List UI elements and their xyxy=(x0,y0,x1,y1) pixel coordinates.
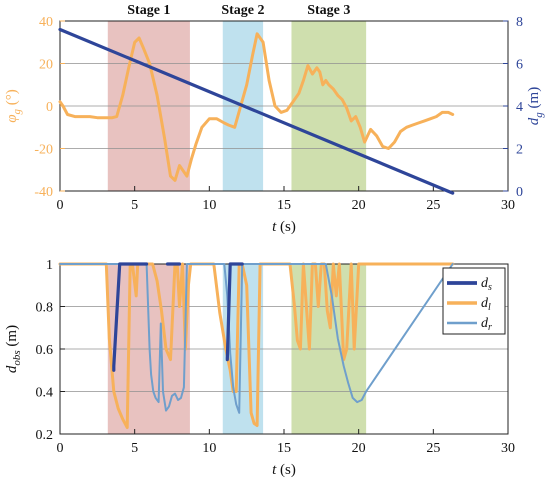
y-tick-label: 0.6 xyxy=(36,343,54,358)
legend: ds dl dr xyxy=(442,267,506,335)
legend-label-d-l: dl xyxy=(481,296,491,313)
y-axis-label-bottom: dobs (m) xyxy=(4,325,23,373)
legend-label-d-r: dr xyxy=(481,316,492,333)
y-right-tick-label: 0 xyxy=(516,185,523,200)
y-tick-label: 0.8 xyxy=(36,301,54,316)
x-tick-label: 15 xyxy=(277,441,291,456)
series-d-s-line xyxy=(225,262,244,362)
x-tick-label: 0 xyxy=(57,441,64,456)
series-d-s-line xyxy=(112,262,149,372)
x-tick-label: 30 xyxy=(501,441,515,456)
x-tick-label: 20 xyxy=(352,441,366,456)
y-tick-label: 1 xyxy=(46,258,53,273)
x-tick-label: 5 xyxy=(131,441,138,456)
y-right-tick-label: 8 xyxy=(516,15,523,30)
y-left-tick-label: 0 xyxy=(46,100,53,115)
y-right-tick-label: 2 xyxy=(516,143,523,158)
bottom-chart: 0 5 10 15 20 25 30 0.2 0.4 0.6 0.8 1 dobs (m) t (s) ds… xyxy=(4,258,515,478)
x-tick-label: 10 xyxy=(202,198,216,213)
x-tick-label: 10 xyxy=(202,441,216,456)
y-left-tick-label: -40 xyxy=(34,185,53,200)
y-left-tick-label: 20 xyxy=(39,58,53,73)
stage-2-label: Stage 2 xyxy=(221,3,264,18)
x-tick-label: 30 xyxy=(501,198,515,213)
y-tick-label: 0.4 xyxy=(36,386,54,401)
x-tick-label: 5 xyxy=(131,198,138,213)
stage-3-label: Stage 3 xyxy=(307,3,350,18)
top-chart: Stage 1 Stage 2 Stage 30 5 10 15 20 25 30-40-200… xyxy=(4,3,545,235)
y-left-tick-label: -20 xyxy=(34,143,53,158)
y-tick-label: 0.2 xyxy=(36,428,54,443)
x-tick-label: 25 xyxy=(426,198,440,213)
stage-1-label: Stage 1 xyxy=(127,3,170,18)
x-tick-label: 0 xyxy=(57,198,64,213)
series-d-g-line xyxy=(58,27,455,195)
y-right-tick-label: 4 xyxy=(516,100,523,115)
series-d-r-line xyxy=(59,263,454,414)
y-right-axis-label: dg (m) xyxy=(526,87,545,125)
x-tick-label: 20 xyxy=(352,198,366,213)
y-left-tick-label: 40 xyxy=(39,15,53,30)
x-axis-label-bottom: t (s) xyxy=(272,462,296,478)
legend-label-d-s: ds xyxy=(481,276,492,293)
x-tick-label: 25 xyxy=(426,441,440,456)
y-right-tick-label: 6 xyxy=(516,58,523,73)
x-tick-label: 15 xyxy=(277,198,291,213)
x-axis-label-top: t (s) xyxy=(272,219,296,235)
series-phi-g-line xyxy=(58,32,455,182)
y-left-axis-label: φg (°) xyxy=(4,89,23,123)
